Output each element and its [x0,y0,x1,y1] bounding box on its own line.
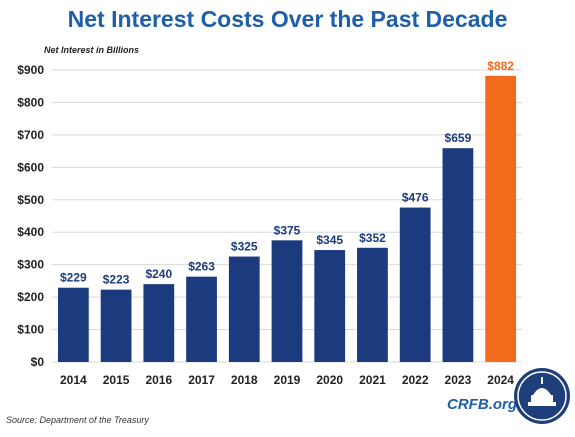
bar [442,148,474,362]
data-label: $345 [316,233,343,247]
y-tick-label: $100 [17,323,44,337]
y-tick-label: $0 [31,355,45,369]
x-tick-label: 2016 [145,373,172,387]
bar [186,276,217,362]
brand-link[interactable]: CRFB.org [447,396,517,413]
data-label: $882 [487,59,514,73]
x-tick-label: 2015 [103,373,130,387]
y-axis-label: Net Interest in Billions [44,45,140,55]
data-label: $263 [188,260,215,274]
y-tick-label: $300 [17,258,44,272]
bar [143,284,175,362]
x-tick-label: 2022 [402,373,429,387]
y-tick-label: $500 [17,193,44,207]
x-tick-label: 2024 [487,373,514,387]
y-tick-label: $200 [17,290,44,304]
data-label: $659 [445,131,472,145]
y-tick-label: $600 [17,160,44,174]
x-tick-label: 2017 [188,373,215,387]
data-label: $223 [103,273,130,287]
data-label: $375 [274,223,301,237]
x-tick-label: 2023 [445,373,472,387]
x-tick-label: 2021 [359,373,386,387]
y-tick-label: $400 [17,225,44,239]
x-tick-label: 2019 [274,373,301,387]
source-note: Source: Department of the Treasury [6,415,149,425]
bar [271,240,303,362]
bar [399,207,431,362]
data-label: $240 [145,267,172,281]
x-tick-label: 2014 [60,373,87,387]
data-label: $325 [231,240,258,254]
y-tick-label: $700 [17,128,44,142]
data-label: $476 [402,191,429,205]
bar [100,289,132,362]
bar [228,256,260,362]
data-label: $229 [60,271,87,285]
capitol-seal-icon [514,368,570,424]
y-tick-label: $900 [17,63,44,77]
bar [357,247,388,362]
bar [57,287,89,362]
data-label: $352 [359,231,386,245]
chart-title: Net Interest Costs Over the Past Decade [67,6,508,32]
x-tick-label: 2020 [316,373,343,387]
bar [314,250,346,362]
x-tick-label: 2018 [231,373,258,387]
bar [485,75,517,362]
y-tick-label: $800 [17,95,44,109]
